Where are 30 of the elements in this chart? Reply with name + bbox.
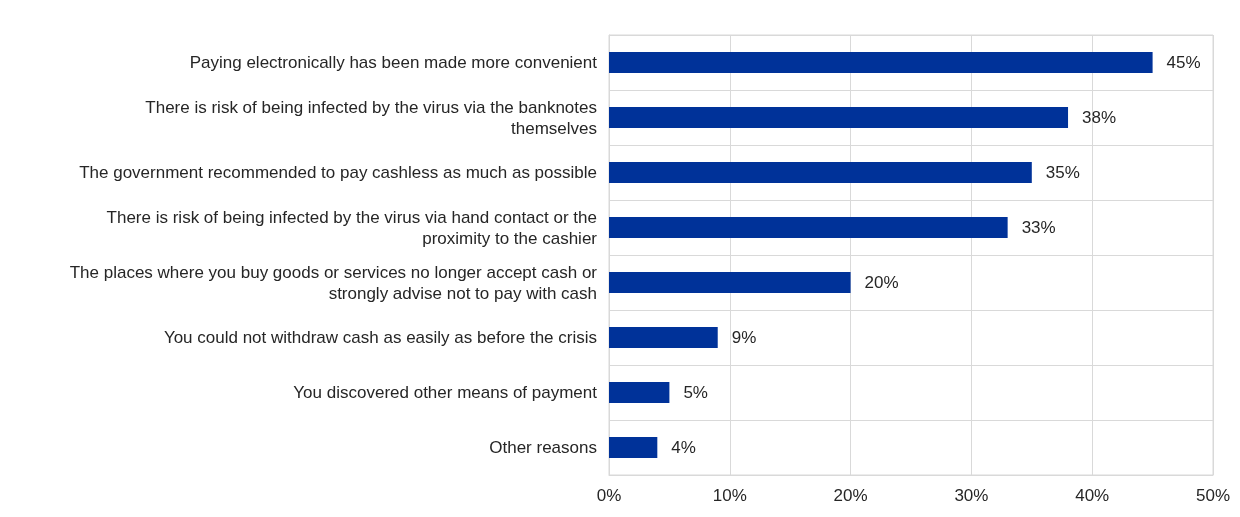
- bar: [609, 437, 658, 458]
- data-label: 9%: [731, 328, 757, 347]
- bar: [609, 272, 851, 293]
- data-label: 35%: [1045, 163, 1080, 182]
- x-tick-label: 20%: [833, 486, 868, 505]
- bar: [609, 162, 1032, 183]
- x-tick-label: 40%: [1075, 486, 1110, 505]
- bar: [609, 107, 1069, 128]
- bar: [609, 327, 718, 348]
- data-label: 20%: [864, 273, 899, 292]
- y-tick-label: The places where you buy goods or services no longer accept cash or strongly advise not to pay with cash: [69, 262, 598, 303]
- y-tick-label: There is risk of being infected by the virus via hand contact or the proximity to the cashier: [106, 207, 598, 248]
- data-label: 33%: [1021, 218, 1056, 237]
- y-tick-label: You discovered other means of payment: [293, 383, 598, 402]
- x-tick-label: 0%: [596, 486, 622, 505]
- x-tick-label: 30%: [954, 486, 989, 505]
- y-tick-label: There is risk of being infected by the virus via the banknotes themselves: [145, 97, 597, 138]
- y-tick-label: Paying electronically has been made more convenient: [189, 53, 598, 72]
- data-label: 5%: [683, 383, 708, 402]
- x-tick-label: 50%: [1195, 486, 1231, 505]
- data-label: 4%: [671, 438, 696, 457]
- bar: [609, 52, 1153, 73]
- y-tick-label: The government recommended to pay cashless as much as possible: [79, 163, 597, 182]
- bar: [609, 382, 670, 403]
- data-label: 38%: [1082, 108, 1117, 127]
- data-label: 45%: [1166, 53, 1201, 72]
- x-tick-label: 10%: [712, 486, 747, 505]
- y-tick-label: You could not withdraw cash as easily as before the crisis: [163, 328, 597, 347]
- bar: [609, 217, 1008, 238]
- y-tick-label: Other reasons: [489, 438, 597, 457]
